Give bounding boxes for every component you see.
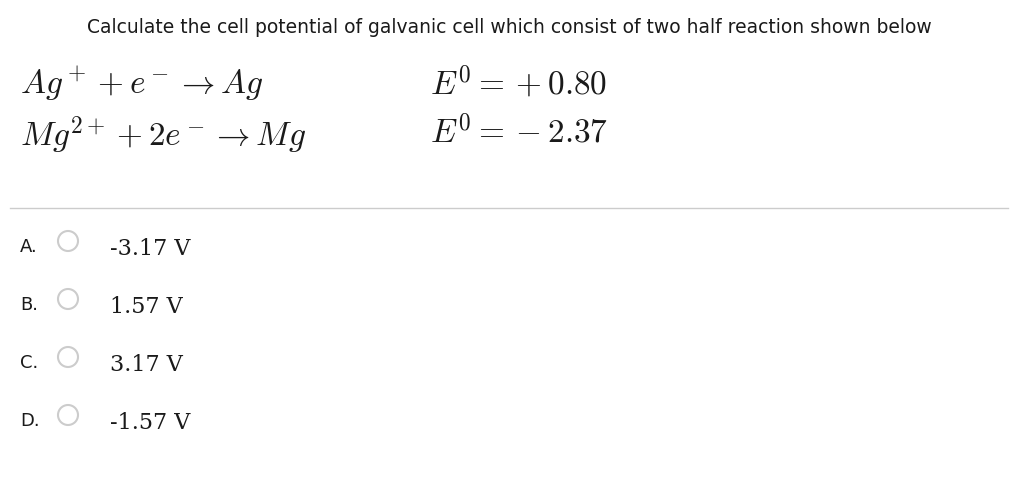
Text: Calculate the cell potential of galvanic cell which consist of two half reaction: Calculate the cell potential of galvanic…	[87, 18, 931, 37]
Text: -3.17 V: -3.17 V	[110, 238, 190, 260]
Text: 3.17 V: 3.17 V	[110, 354, 183, 376]
Text: B.: B.	[20, 296, 38, 314]
Text: $Mg^{2+} + 2e^- \rightarrow Mg$: $Mg^{2+} + 2e^- \rightarrow Mg$	[20, 115, 306, 157]
Text: 1.57 V: 1.57 V	[110, 296, 183, 318]
Text: C.: C.	[20, 354, 39, 372]
Text: $E^0 = +0.80$: $E^0 = +0.80$	[430, 65, 608, 102]
Text: $Ag^+ + e^- \rightarrow Ag$: $Ag^+ + e^- \rightarrow Ag$	[20, 65, 264, 103]
Text: -1.57 V: -1.57 V	[110, 412, 190, 434]
Text: $E^0 = -2.37$: $E^0 = -2.37$	[430, 115, 608, 150]
Text: D.: D.	[20, 412, 40, 430]
Text: A.: A.	[20, 238, 38, 256]
